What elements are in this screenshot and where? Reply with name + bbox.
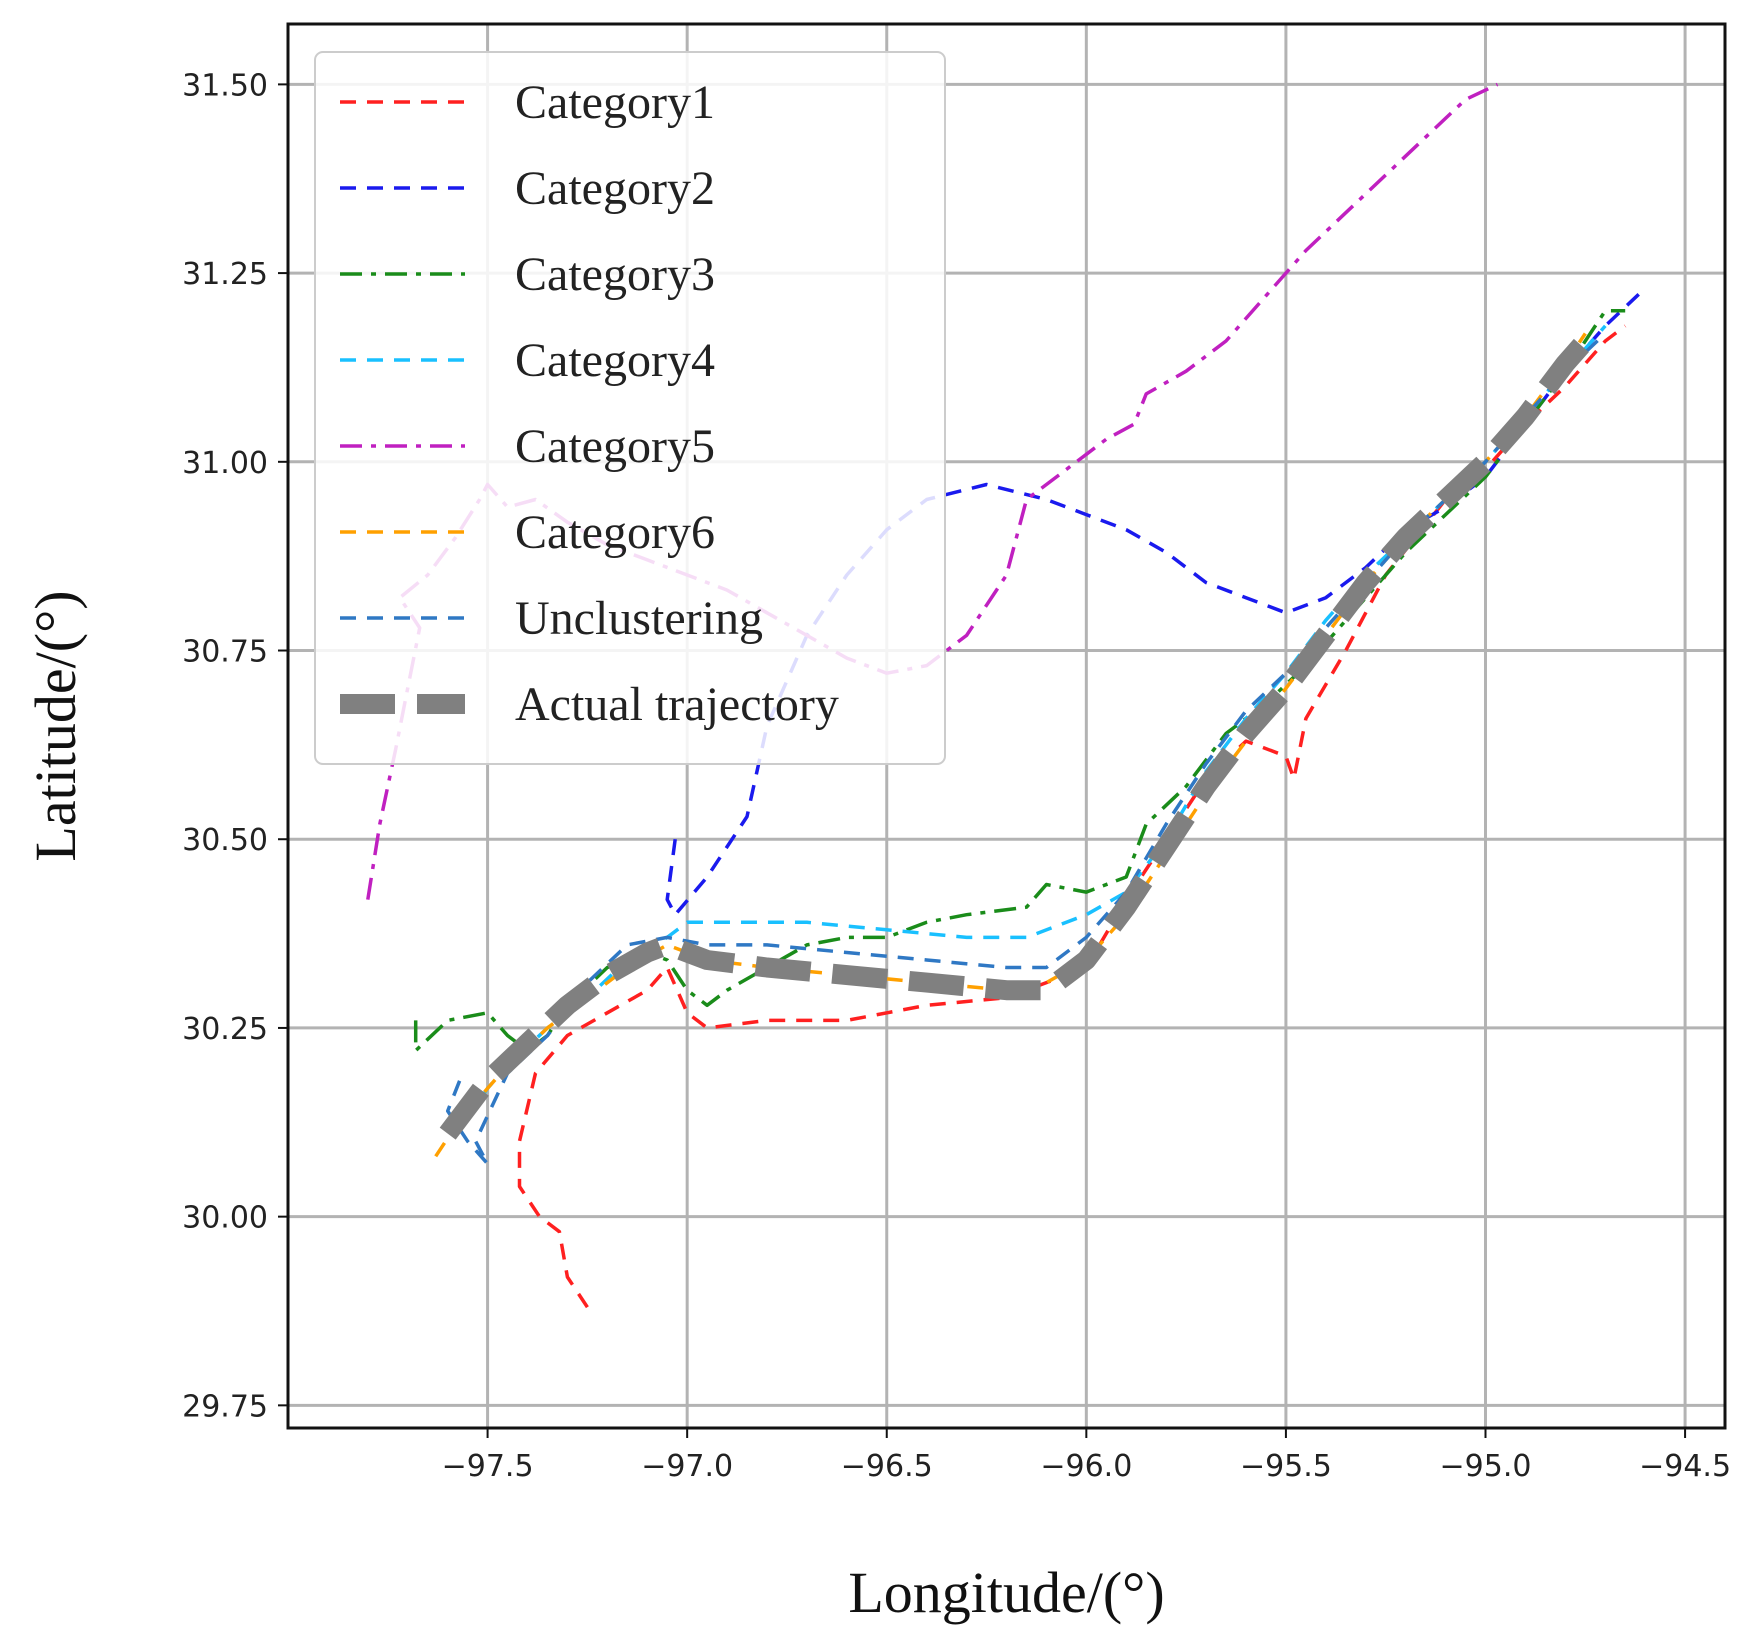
y-tick-label: 31.50 xyxy=(182,68,268,103)
y-tick-label: 31.00 xyxy=(182,446,268,481)
ticks: −97.5 −97.0 −96.5 −96.0 −95.5 −95.0 −94.5 29.75… xyxy=(182,68,1731,1484)
x-tick-label: −97.5 xyxy=(442,1449,534,1484)
y-tick-label: 30.75 xyxy=(182,635,268,670)
x-tick-label: −95.5 xyxy=(1240,1449,1332,1484)
series-line-actual-trajectory xyxy=(439,334,1593,1140)
legend: Category1 Category2 Category3 Category4 Cate… xyxy=(314,51,946,765)
y-tick-label: 31.25 xyxy=(182,257,268,292)
y-tick-label: 29.75 xyxy=(182,1389,268,1424)
x-axis-title: Longitude/(°) xyxy=(848,1560,1164,1625)
series-line-category4 xyxy=(466,324,1607,1120)
x-tick-label: −97.0 xyxy=(641,1449,733,1484)
x-tick-label: −96.5 xyxy=(841,1449,933,1484)
legend-label-actual-trajectory: Actual trajectory xyxy=(515,678,839,731)
legend-box xyxy=(314,51,946,765)
x-tick-label: −96.0 xyxy=(1040,1449,1132,1484)
y-tick-label: 30.25 xyxy=(182,1012,268,1047)
x-tick-label: −94.5 xyxy=(1639,1449,1731,1484)
legend-label-category3: Category3 xyxy=(515,248,715,301)
y-tick-label: 30.00 xyxy=(182,1201,268,1236)
legend-label-category1: Category1 xyxy=(515,76,715,129)
legend-label-category6: Category6 xyxy=(515,506,715,559)
y-axis-title: Latitude/(°) xyxy=(23,590,88,861)
legend-label-category2: Category2 xyxy=(515,162,715,215)
legend-label-category5: Category5 xyxy=(515,420,715,473)
legend-label-unclustering: Unclustering xyxy=(515,592,763,645)
plot-frame xyxy=(286,22,1727,1430)
x-tick-label: −95.0 xyxy=(1440,1449,1532,1484)
legend-label-category4: Category4 xyxy=(515,334,715,387)
y-tick-label: 30.50 xyxy=(182,823,268,858)
